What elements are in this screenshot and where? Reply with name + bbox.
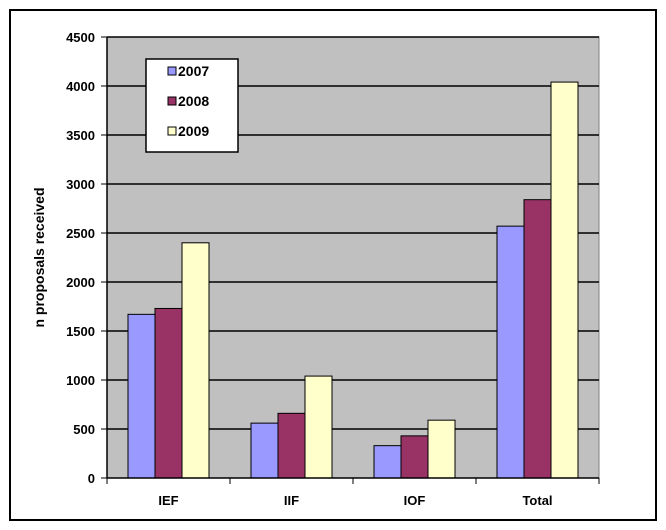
bar-2007-Total xyxy=(496,225,525,479)
bar-2009-IOF xyxy=(427,419,456,479)
y-tick-label: 3500 xyxy=(66,128,95,143)
y-tick-label: 500 xyxy=(73,422,95,437)
y-tick-label: 0 xyxy=(88,471,95,486)
y-tick-labels: 0 500 1000 1500 2000 2500 3000 3500 4000 4500 xyxy=(66,30,95,486)
y-tick-label: 4500 xyxy=(66,30,95,45)
legend-swatch-2007 xyxy=(167,66,177,76)
y-tick-label: 1500 xyxy=(66,324,95,339)
y-tick-label: 2500 xyxy=(66,226,95,241)
bar-2008-IEF xyxy=(154,307,183,479)
legend-label-2008: 2008 xyxy=(178,93,209,109)
bar-2009-IIF xyxy=(304,375,333,479)
x-tick-label: IOF xyxy=(404,493,426,508)
legend: 2007 2008 2009 xyxy=(145,58,239,153)
bar-2008-IIF xyxy=(277,412,306,479)
legend-box xyxy=(145,58,239,153)
legend-swatch-2008 xyxy=(167,96,177,106)
y-tick-label: 4000 xyxy=(66,79,95,94)
bar-2009-Total xyxy=(550,81,579,479)
y-tick-label: 1000 xyxy=(66,373,95,388)
x-tick-label: IEF xyxy=(158,493,178,508)
bar-2007-IIF xyxy=(250,422,279,479)
bar-2009-IEF xyxy=(181,242,210,479)
y-tick-label: 2000 xyxy=(66,275,95,290)
legend-label-2009: 2009 xyxy=(178,123,209,139)
legend-label-2007: 2007 xyxy=(178,63,209,79)
y-tick-label: 3000 xyxy=(66,177,95,192)
bar-2007-IEF xyxy=(127,313,156,479)
x-tick-labels: IEF IIF IOF Total xyxy=(158,493,552,508)
x-tick-label: Total xyxy=(522,493,552,508)
axes xyxy=(101,36,600,484)
legend-swatch-2009 xyxy=(167,126,177,136)
bars xyxy=(127,81,579,479)
x-tick-label: IIF xyxy=(284,493,299,508)
bar-2007-IOF xyxy=(373,445,402,479)
y-axis-label: n proposals received xyxy=(31,187,47,327)
bar-2008-IOF xyxy=(400,435,429,479)
bar-2008-Total xyxy=(523,199,552,479)
